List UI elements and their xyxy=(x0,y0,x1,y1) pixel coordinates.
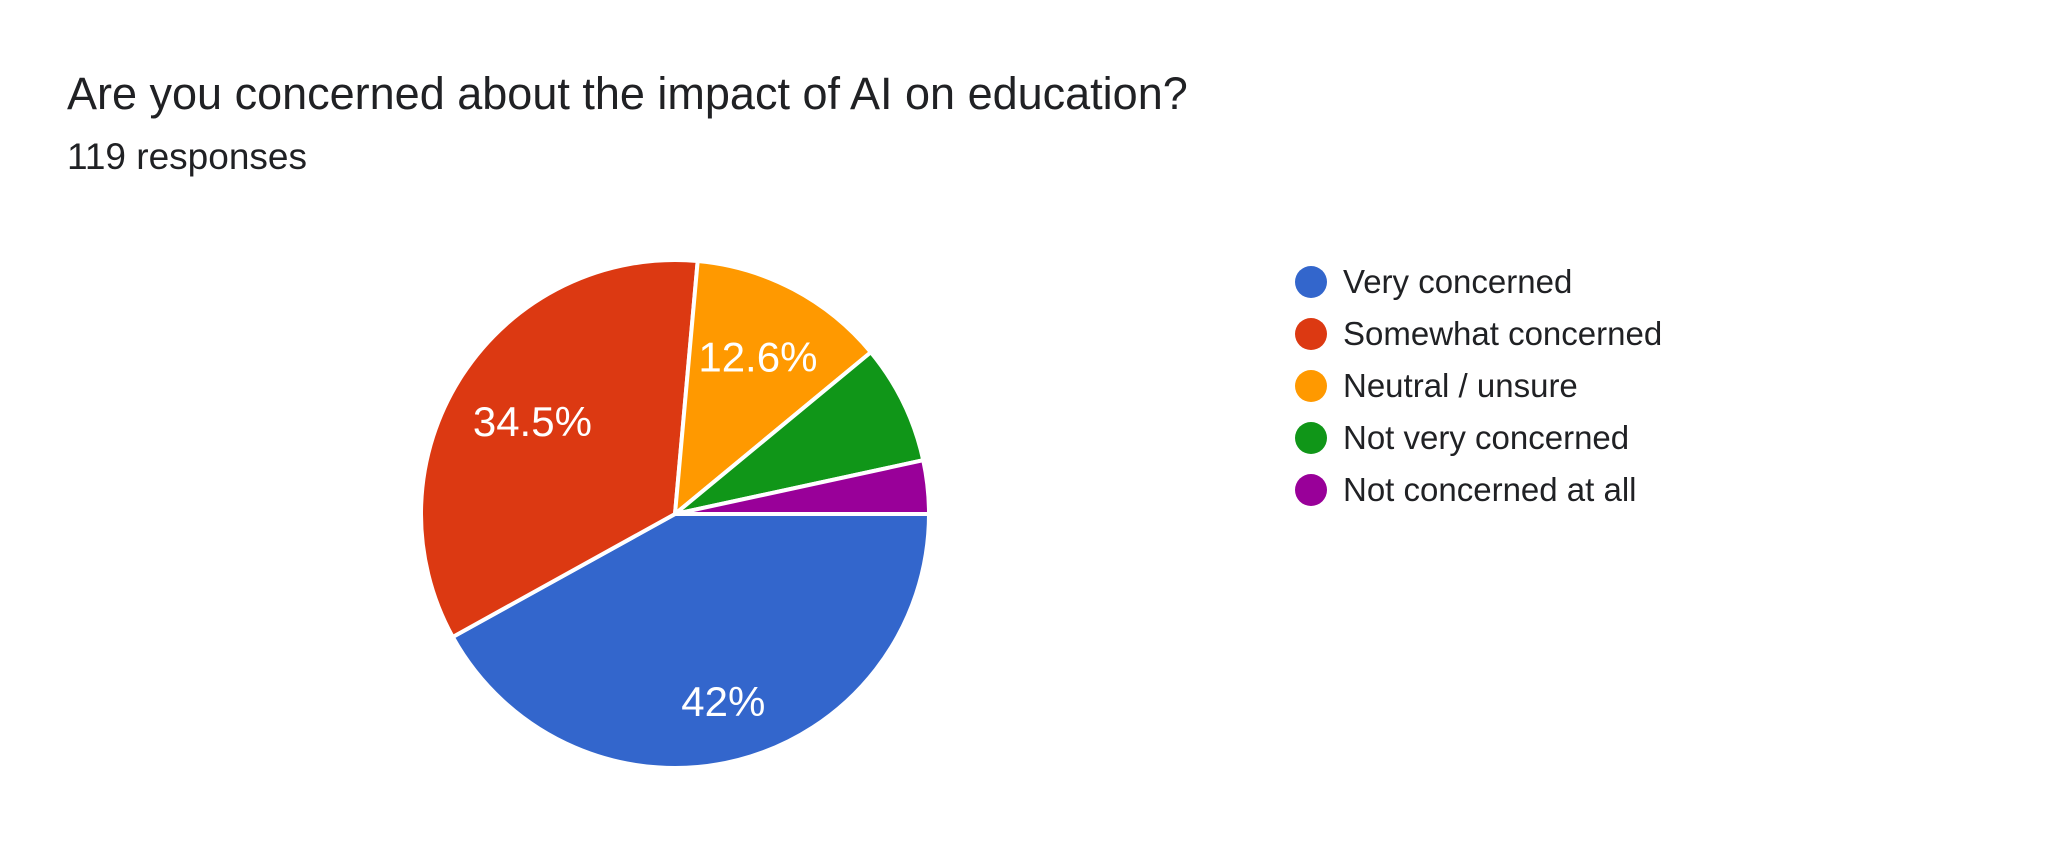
legend-item-neutral-unsure: Neutral / unsure xyxy=(1295,367,1662,404)
slice-percent-label-very-concerned: 42% xyxy=(681,678,765,725)
legend-label: Very concerned xyxy=(1343,263,1573,300)
legend-label: Not concerned at all xyxy=(1343,471,1637,508)
slice-percent-label-neutral-unsure: 12.6% xyxy=(698,334,817,381)
legend-label: Not very concerned xyxy=(1343,419,1630,456)
legend-swatch-icon xyxy=(1295,422,1327,454)
chart-legend: Very concerned Somewhat concerned Neutral … xyxy=(1295,263,1663,526)
question-title: Are you concerned about the impact of AI… xyxy=(67,68,1188,119)
legend-item-somewhat-concerned: Somewhat concerned xyxy=(1295,315,1663,352)
slice-percent-label-somewhat-concerned: 34.5% xyxy=(473,398,592,445)
legend-swatch-icon xyxy=(1295,266,1327,298)
pie-slice-not-concerned-at-all[interactable] xyxy=(673,458,931,516)
legend-swatch-icon xyxy=(1295,318,1327,350)
pie-slice-very-concerned[interactable] xyxy=(450,512,931,770)
legend-swatch-icon xyxy=(1295,370,1327,402)
pie-chart: 42% 34.5% 12.6% xyxy=(419,258,931,770)
legend-label: Neutral / unsure xyxy=(1343,367,1578,404)
pie-slice-neutral-unsure[interactable] xyxy=(673,259,873,516)
legend-swatch-icon xyxy=(1295,474,1327,506)
legend-item-not-very-concerned: Not very concerned xyxy=(1295,419,1662,456)
response-count: 119 responses xyxy=(67,136,307,177)
legend-item-very-concerned: Very concerned xyxy=(1295,263,1662,300)
legend-item-not-concerned-at-all: Not concerned at all xyxy=(1295,471,1662,508)
legend-label: Somewhat concerned xyxy=(1343,315,1663,352)
pie-slice-somewhat-concerned[interactable] xyxy=(419,258,700,639)
